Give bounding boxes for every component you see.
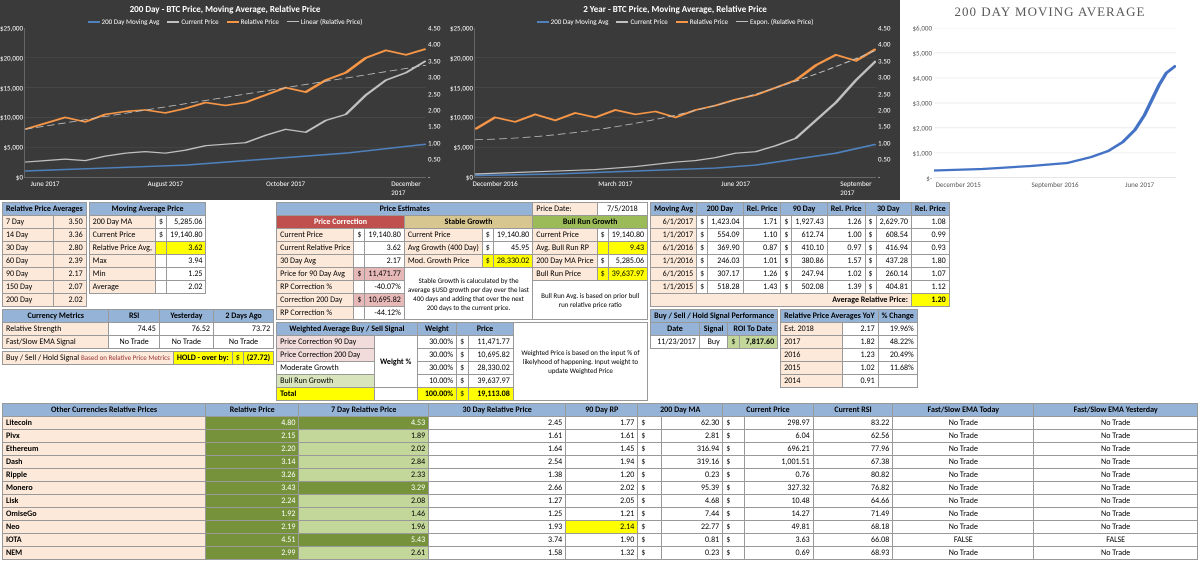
chart3-plot: $6,000 $5,000 $4,000 $3,000 $2,000 $1,00… — [934, 28, 1176, 178]
chart-2year: 2 Year - BTC Price, Moving Average, Rela… — [450, 0, 900, 200]
chart1-plot: $25,000 $20,000 $15,000 $10,000 $5,000 $… — [24, 28, 426, 178]
chart-200day: 200 Day - BTC Price, Moving Average, Rel… — [0, 0, 450, 200]
bshp-table: Buy / Sell / Hold Signal Performance Dat… — [650, 309, 778, 349]
chart-ma200: 200 DAY MOVING AVERAGE $6,000 $5,000 $4,… — [900, 0, 1200, 200]
chart3-title: 200 DAY MOVING AVERAGE — [904, 4, 1196, 20]
rpa-table: Relative Price Averages 7 Day3.50 14 Day… — [2, 202, 87, 307]
cm-table: Currency MetricsRSIYesterday2 Days Ago R… — [2, 309, 274, 349]
chart2-plot: $25,000 $20,000 $15,000 $10,000 $5,000 $… — [474, 28, 876, 178]
map-table: Moving Average Price 200 Day MA$5,285.06… — [89, 202, 207, 294]
oc-table: Other Currencies Relative Prices Relativ… — [2, 403, 1198, 560]
bsh-table: Buy / Sell / Hold Signal Based on Relati… — [2, 351, 274, 365]
wbs-table: Weighted Average Buy / Sell SignalWeight… — [276, 322, 648, 401]
tables-section: Relative Price Averages 7 Day3.50 14 Day… — [0, 200, 1200, 562]
yoy-table: Relative Price Averages YoY% Change Est.… — [780, 309, 918, 388]
chart2-title: 2 Year - BTC Price, Moving Average, Rela… — [454, 4, 896, 15]
pe-table: Price EstimatesPrice Date:7/5/2018 Price… — [276, 202, 648, 320]
top-charts-row: 200 Day - BTC Price, Moving Average, Rel… — [0, 0, 1200, 200]
chart1-legend: 200 Day Moving Avg Current Price Relativ… — [4, 17, 446, 26]
ma-hist-table: Moving Avg200 DayRel. Price90 DayRel. Pr… — [650, 202, 950, 307]
chart1-title: 200 Day - BTC Price, Moving Average, Rel… — [4, 4, 446, 15]
chart2-legend: 200 Day Moving Avg Current Price Relativ… — [454, 17, 896, 26]
